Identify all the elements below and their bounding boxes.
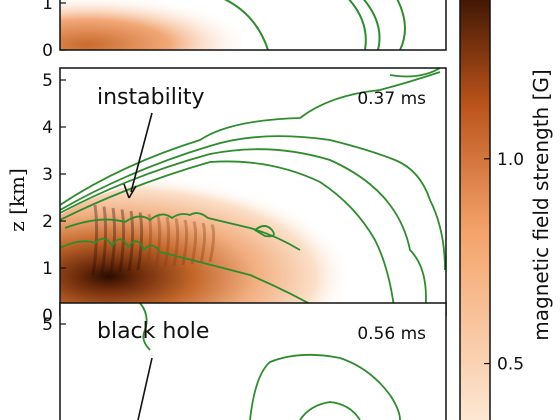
- panel-middle-contour: [389, 68, 441, 78]
- panel-bottom-time-label: 0.56 ms: [357, 324, 426, 344]
- instability-stripe: [91, 204, 99, 276]
- panel-top: 01: [42, 0, 447, 61]
- y-tick-label: 0: [42, 306, 53, 326]
- panel-middle-field-blob: [60, 177, 385, 315]
- instability-stripe: [100, 206, 108, 275]
- instability-stripe: [208, 223, 216, 263]
- panel-bottom-contour: [139, 303, 151, 351]
- colorbar-gradient: [459, 0, 491, 420]
- panel-middle-contour: [60, 71, 441, 206]
- panel-top-contour: [348, 0, 367, 50]
- panel-top-frame: [59, 0, 447, 51]
- panel-bottom-contour: [299, 401, 361, 420]
- instability-stripe: [172, 218, 180, 267]
- panel-middle-contour: [253, 225, 275, 238]
- y-tick-label: 4: [42, 118, 53, 138]
- panel-middle-contour: [64, 212, 301, 251]
- black-hole-arrow: [137, 357, 153, 420]
- panel-middle-time-label: 0.37 ms: [357, 89, 426, 109]
- black-hole-annotation: black hole: [97, 319, 209, 344]
- instability-stripe: [109, 207, 117, 274]
- colorbar-label: magnetic field strength [G]: [529, 69, 553, 340]
- colorbar-tick-label: 1.0: [497, 150, 524, 170]
- panel-bottom-contour: [249, 353, 401, 420]
- y-tick-label: 5: [42, 71, 53, 91]
- y-tick-label: 1: [42, 0, 53, 14]
- instability-stripe: [127, 210, 135, 272]
- panel-top-contour: [362, 0, 381, 50]
- panel-top-field-blob: [60, 0, 242, 50]
- colorbar-tick-label: 0.5: [497, 355, 524, 375]
- y-tick-label: 1: [42, 259, 53, 279]
- panel-bottom-y-ticks: 5: [42, 315, 66, 335]
- instability-stripe: [154, 215, 162, 269]
- panel-bottom: 5 0.56 ms black hole: [42, 302, 447, 420]
- instability-stripe: [145, 213, 153, 270]
- y-axis-label: z [km]: [5, 168, 29, 232]
- panel-middle-instability-stripes: [91, 204, 216, 276]
- panel-middle-contour: [60, 160, 396, 315]
- panel-middle: 0 1 2 3 4 5 0.37 ms instability z [km]: [5, 67, 447, 326]
- instability-stripe: [163, 216, 171, 268]
- instability-stripe: [118, 209, 126, 273]
- panel-middle-contour: [60, 135, 446, 271]
- panel-middle-contour: [60, 148, 427, 315]
- panel-top-y-ticks: 01: [42, 0, 66, 61]
- panel-middle-contour: [60, 237, 331, 315]
- y-tick-label: 3: [42, 165, 53, 185]
- panel-top-contour: [396, 0, 406, 50]
- instability-annotation: instability: [97, 85, 205, 110]
- instability-stripe: [199, 222, 207, 264]
- panel-top-contour: [223, 0, 269, 50]
- instability-stripe: [181, 219, 189, 266]
- colorbar: 0.5 1.0 magnetic field strength [G]: [459, 0, 553, 420]
- instability-arrow: [123, 112, 153, 199]
- panel-bottom-frame: [59, 302, 447, 420]
- colorbar-ticks: 0.5 1.0: [484, 150, 524, 375]
- y-tick-label: 2: [42, 212, 53, 232]
- instability-stripe: [190, 221, 198, 265]
- y-tick-label: 5: [42, 315, 53, 335]
- y-tick-label: 0: [42, 41, 53, 61]
